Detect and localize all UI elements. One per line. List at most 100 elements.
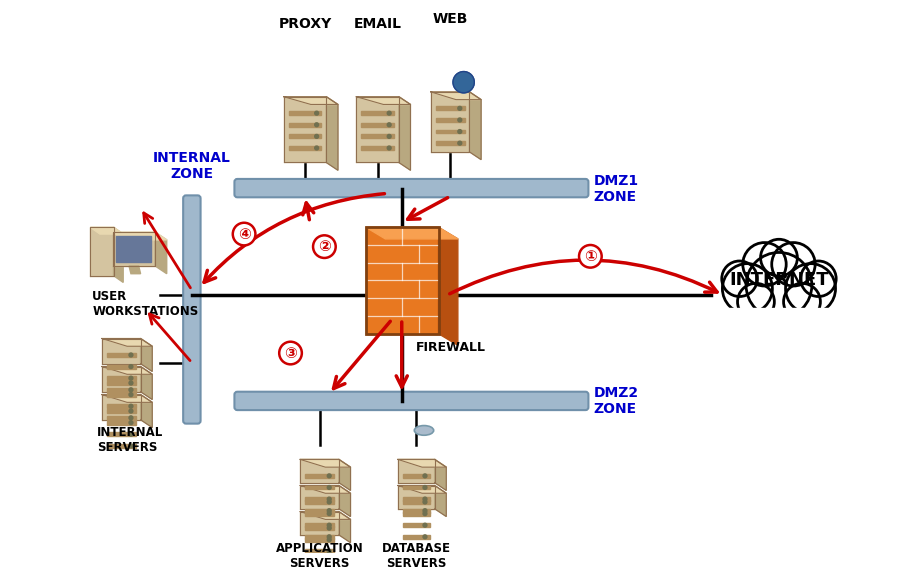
Circle shape	[746, 252, 812, 318]
FancyBboxPatch shape	[183, 196, 200, 424]
Polygon shape	[339, 459, 350, 490]
Bar	[366, 227, 438, 333]
Polygon shape	[300, 511, 339, 535]
Polygon shape	[403, 474, 430, 478]
Circle shape	[784, 283, 821, 320]
Polygon shape	[112, 232, 167, 240]
Text: ④: ④	[238, 227, 250, 241]
Text: WEB: WEB	[433, 13, 468, 26]
Polygon shape	[305, 561, 334, 565]
Text: USER
WORKSTATIONS: USER WORKSTATIONS	[93, 290, 199, 318]
Circle shape	[722, 264, 773, 313]
Polygon shape	[288, 111, 321, 115]
Circle shape	[785, 264, 835, 313]
FancyBboxPatch shape	[234, 392, 589, 410]
Polygon shape	[356, 97, 399, 162]
FancyBboxPatch shape	[234, 179, 589, 197]
Polygon shape	[305, 535, 334, 539]
Polygon shape	[361, 146, 394, 150]
Circle shape	[458, 141, 462, 145]
Circle shape	[458, 106, 462, 110]
Circle shape	[761, 239, 797, 276]
Text: ③: ③	[284, 345, 297, 360]
Polygon shape	[300, 486, 350, 493]
Polygon shape	[403, 523, 430, 527]
Polygon shape	[155, 232, 167, 274]
Polygon shape	[107, 421, 136, 424]
Polygon shape	[361, 111, 394, 115]
Polygon shape	[435, 130, 464, 133]
Polygon shape	[305, 549, 334, 553]
Circle shape	[423, 535, 427, 539]
Polygon shape	[91, 227, 123, 234]
Ellipse shape	[414, 426, 434, 435]
Polygon shape	[107, 388, 136, 392]
Circle shape	[722, 261, 757, 296]
Polygon shape	[107, 353, 136, 357]
Polygon shape	[438, 227, 458, 345]
Circle shape	[423, 509, 427, 513]
Polygon shape	[356, 97, 411, 105]
Circle shape	[327, 474, 331, 478]
Polygon shape	[305, 474, 334, 478]
Polygon shape	[361, 134, 394, 138]
Polygon shape	[366, 227, 458, 239]
Circle shape	[327, 549, 331, 553]
Polygon shape	[470, 92, 481, 160]
Polygon shape	[431, 92, 481, 100]
Polygon shape	[361, 123, 394, 127]
Circle shape	[315, 146, 318, 150]
Circle shape	[315, 134, 318, 138]
Polygon shape	[305, 509, 334, 513]
Polygon shape	[339, 486, 350, 517]
Polygon shape	[288, 146, 321, 150]
Polygon shape	[403, 511, 430, 515]
Text: FIREWALL: FIREWALL	[416, 341, 486, 355]
Circle shape	[129, 388, 132, 392]
Circle shape	[801, 261, 836, 296]
Circle shape	[327, 535, 331, 539]
Polygon shape	[107, 381, 136, 385]
Circle shape	[129, 364, 132, 368]
Circle shape	[315, 111, 318, 115]
Circle shape	[327, 523, 331, 527]
Polygon shape	[403, 500, 430, 504]
Text: ②: ②	[318, 239, 331, 254]
Circle shape	[129, 381, 132, 385]
Polygon shape	[102, 395, 141, 420]
Text: INTERNAL
ZONE: INTERNAL ZONE	[153, 150, 230, 181]
Polygon shape	[116, 236, 151, 262]
Polygon shape	[300, 511, 350, 519]
Text: INTERNET: INTERNET	[729, 272, 829, 289]
Circle shape	[327, 509, 331, 513]
Circle shape	[129, 444, 132, 448]
Circle shape	[458, 130, 462, 133]
Polygon shape	[327, 97, 338, 170]
Polygon shape	[102, 367, 141, 392]
Polygon shape	[107, 416, 136, 420]
Polygon shape	[107, 432, 136, 436]
Circle shape	[327, 500, 331, 504]
Polygon shape	[141, 367, 152, 399]
Polygon shape	[288, 123, 321, 127]
Circle shape	[423, 523, 427, 527]
Circle shape	[423, 486, 427, 490]
Polygon shape	[305, 523, 334, 527]
Polygon shape	[102, 395, 152, 402]
Polygon shape	[300, 459, 350, 467]
Circle shape	[129, 421, 132, 424]
Circle shape	[129, 376, 132, 380]
Circle shape	[129, 404, 132, 408]
Circle shape	[387, 146, 391, 150]
Polygon shape	[366, 227, 438, 333]
Circle shape	[327, 497, 331, 501]
Polygon shape	[403, 486, 430, 490]
Text: APPLICATION
SERVERS: APPLICATION SERVERS	[276, 542, 364, 570]
Polygon shape	[107, 364, 136, 368]
Circle shape	[458, 118, 462, 122]
Circle shape	[327, 486, 331, 490]
Circle shape	[743, 243, 786, 286]
Polygon shape	[305, 486, 334, 490]
Circle shape	[327, 561, 331, 565]
Circle shape	[772, 243, 815, 286]
